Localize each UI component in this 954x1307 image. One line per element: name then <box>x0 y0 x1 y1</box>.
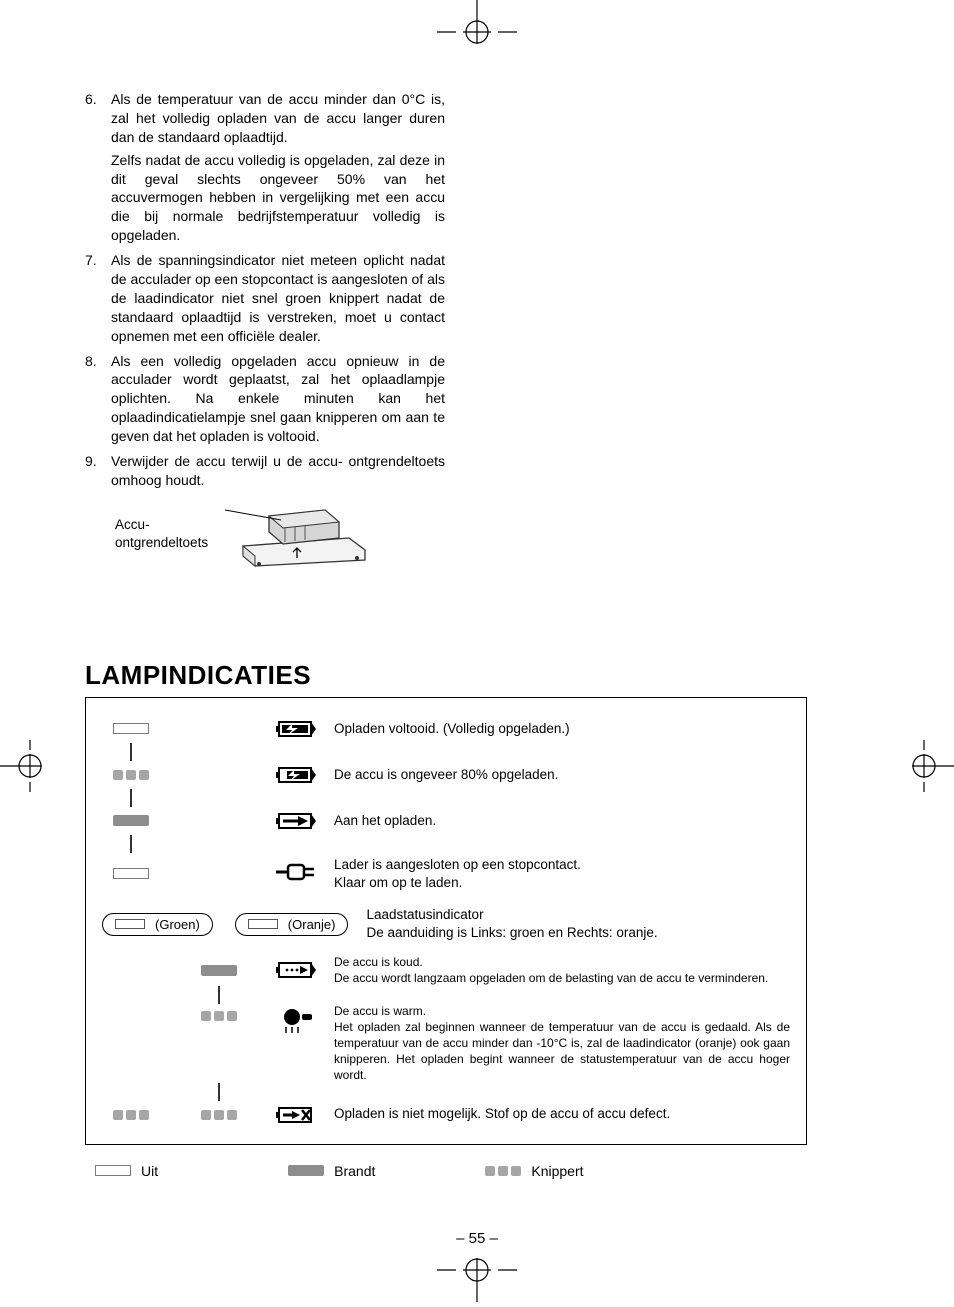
legend-blink: Knippert <box>485 1163 583 1179</box>
lamp-row: Aan het opladen. <box>96 806 796 836</box>
lamp-row: Lader is aangesloten op een stopcontact.… <box>96 852 796 896</box>
section-heading: LAMPINDICATIES <box>85 660 845 691</box>
battery-hot-icon <box>254 1003 334 1035</box>
caption-subtitle: De aanduiding is Links: groen en Rechts:… <box>366 924 657 942</box>
state-blink-icon <box>201 1011 237 1021</box>
lamp-desc: De accu is ongeveer 80% opgeladen. <box>334 766 796 784</box>
swatch-icon <box>248 919 278 929</box>
state-off-icon <box>113 723 149 734</box>
state-blink-icon <box>201 1110 237 1120</box>
item-text: Als een volledig opgeladen accu opnieuw … <box>111 352 445 446</box>
lamp-desc-body: Het opladen zal beginnen wanneer de temp… <box>334 1019 790 1084</box>
state-blink-icon <box>113 1110 149 1120</box>
lamp-indications-box: Opladen voltooid. (Volledig opgeladen.) … <box>85 697 807 1145</box>
crop-mark-right <box>904 740 954 797</box>
list-item: 7. Als de spanningsindicator niet meteen… <box>85 251 445 345</box>
lamp-desc: Opladen is niet mogelijk. Stof op de acc… <box>334 1105 796 1123</box>
lamp-desc: De accu is warm. Het opladen zal beginne… <box>334 1003 796 1084</box>
crop-mark-bottom <box>437 1252 517 1307</box>
state-off-icon <box>113 868 149 879</box>
lamp-desc: Aan het opladen. <box>334 812 796 830</box>
battery-error-icon <box>254 1104 334 1126</box>
legend-off: Uit <box>95 1163 158 1179</box>
lamp-desc-line: Lader is aangesloten op een stopcontact. <box>334 856 790 874</box>
state-on-icon <box>288 1165 324 1176</box>
plug-icon <box>254 861 334 887</box>
label-green: (Groen) <box>102 913 213 936</box>
item-text: Als de temperatuur van de accu minder da… <box>111 90 445 147</box>
battery-80-icon <box>254 764 334 786</box>
numbered-list: 6. Als de temperatuur van de accu minder… <box>85 90 445 570</box>
color-labels-row: (Groen) (Oranje) Laadstatusindicator De … <box>96 906 796 942</box>
legend-label: Brandt <box>334 1163 375 1179</box>
lamp-desc: De accu is koud. De accu wordt langzaam … <box>334 954 796 986</box>
crop-mark-left <box>0 740 50 797</box>
lamp-desc: Opladen voltooid. (Volledig opgeladen.) <box>334 720 796 738</box>
indicator-caption: Laadstatusindicator De aanduiding is Lin… <box>366 906 657 942</box>
state-off-icon <box>95 1165 131 1176</box>
lamp-desc-line: Klaar om op te laden. <box>334 874 790 892</box>
lamp-row: De accu is warm. Het opladen zal beginne… <box>96 1003 796 1084</box>
charger-illustration <box>225 498 375 570</box>
item-text: Verwijder de accu terwijl u de accu- ont… <box>111 452 445 490</box>
legend-on: Brandt <box>288 1163 375 1179</box>
lamp-row: Opladen is niet mogelijk. Stof op de acc… <box>96 1100 796 1130</box>
figure-battery-release: Accu-ontgrendeltoets <box>115 498 445 570</box>
battery-charging-icon <box>254 810 334 832</box>
legend: Uit Brandt Knippert <box>95 1163 845 1179</box>
swatch-icon <box>115 919 145 929</box>
lamp-row: De accu is ongeveer 80% opgeladen. <box>96 760 796 790</box>
item-text: Zelfs nadat de accu volledig is opgelade… <box>111 151 445 245</box>
list-item: 6. Als de temperatuur van de accu minder… <box>85 90 445 245</box>
legend-label: Knippert <box>531 1163 583 1179</box>
lamp-desc-title: De accu is koud. <box>334 954 790 970</box>
lamp-desc-body: De accu wordt langzaam opgeladen om de b… <box>334 970 790 986</box>
legend-label: Uit <box>141 1163 158 1179</box>
list-item: 8. Als een volledig opgeladen accu opnie… <box>85 352 445 446</box>
battery-cold-icon <box>254 959 334 981</box>
label-orange: (Oranje) <box>235 913 349 936</box>
lamp-row: Opladen voltooid. (Volledig opgeladen.) <box>96 714 796 744</box>
crop-mark-top <box>437 0 517 55</box>
list-item: 9. Verwijder de accu terwijl u de accu- … <box>85 452 445 490</box>
label-text: (Oranje) <box>288 917 336 932</box>
item-number: 6. <box>85 90 111 245</box>
lamp-desc-title: De accu is warm. <box>334 1003 790 1019</box>
figure-label: Accu-ontgrendeltoets <box>115 516 215 551</box>
lamp-row: De accu is koud. De accu wordt langzaam … <box>96 954 796 986</box>
page-number: – 55 – <box>0 1230 954 1247</box>
item-number: 9. <box>85 452 111 490</box>
item-number: 8. <box>85 352 111 446</box>
battery-full-icon <box>254 718 334 740</box>
caption-title: Laadstatusindicator <box>366 906 657 924</box>
state-blink-icon <box>113 770 149 780</box>
label-text: (Groen) <box>155 917 200 932</box>
item-text: Als de spanningsindicator niet meteen op… <box>111 251 445 345</box>
state-on-icon <box>201 965 237 976</box>
state-blink-icon <box>485 1166 521 1176</box>
page-content: 6. Als de temperatuur van de accu minder… <box>85 90 845 1179</box>
lamp-desc: Lader is aangesloten op een stopcontact.… <box>334 856 796 892</box>
item-number: 7. <box>85 251 111 345</box>
state-on-icon <box>113 815 149 826</box>
